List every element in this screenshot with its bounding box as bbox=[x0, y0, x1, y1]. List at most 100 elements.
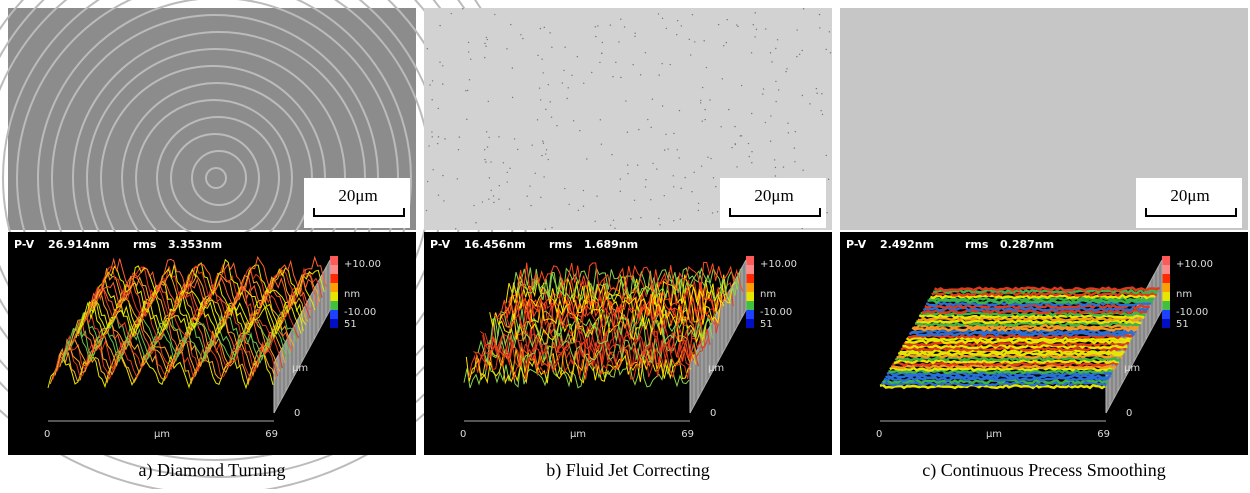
speck bbox=[539, 27, 542, 30]
speck bbox=[659, 224, 661, 226]
speck bbox=[818, 13, 821, 16]
speck bbox=[661, 62, 663, 65]
speck bbox=[737, 25, 739, 28]
speck bbox=[657, 13, 660, 15]
surface-line bbox=[517, 261, 744, 293]
speck bbox=[595, 35, 597, 38]
speck bbox=[437, 136, 440, 138]
y-axis-label: 0 bbox=[710, 408, 716, 419]
speck bbox=[736, 24, 738, 26]
speck bbox=[740, 135, 743, 137]
speck bbox=[520, 34, 522, 36]
speck bbox=[522, 37, 524, 40]
speck bbox=[736, 166, 738, 168]
speck bbox=[663, 149, 666, 151]
pv-value: 2.492nm bbox=[880, 238, 934, 251]
speck bbox=[639, 74, 642, 76]
speck bbox=[597, 25, 599, 27]
speck bbox=[825, 48, 827, 51]
surface-line bbox=[921, 308, 1148, 315]
speck bbox=[582, 205, 585, 207]
rms-label: rms bbox=[133, 238, 157, 251]
surface-line bbox=[480, 327, 706, 360]
colorbar-swatch bbox=[330, 301, 338, 310]
speck bbox=[513, 138, 516, 140]
speck bbox=[751, 112, 753, 115]
speck bbox=[467, 89, 469, 92]
colorbar-label: nm bbox=[760, 289, 776, 300]
speck bbox=[673, 186, 675, 188]
speck bbox=[755, 28, 758, 31]
speck bbox=[485, 131, 488, 133]
speck bbox=[591, 71, 593, 74]
speck bbox=[794, 130, 797, 133]
surface-line bbox=[487, 315, 713, 348]
speck bbox=[534, 172, 536, 175]
speck bbox=[793, 147, 796, 149]
speck bbox=[731, 146, 733, 149]
colorbar-swatch bbox=[330, 256, 338, 265]
colorbar-swatch bbox=[1162, 310, 1170, 319]
surface-line bbox=[900, 346, 1127, 352]
speck bbox=[689, 54, 692, 56]
speck bbox=[769, 52, 772, 54]
colorbar-label: +10.00 bbox=[344, 259, 381, 270]
colorbar-swatch bbox=[1162, 283, 1170, 292]
speck bbox=[563, 69, 565, 72]
surface-line bbox=[87, 280, 314, 318]
surface-line bbox=[922, 305, 1150, 312]
speck bbox=[431, 136, 433, 138]
colorbar-label: nm bbox=[344, 289, 360, 300]
speck bbox=[801, 227, 803, 230]
rms-value: 0.287nm bbox=[1000, 238, 1054, 251]
speck bbox=[679, 218, 682, 220]
speck bbox=[431, 131, 433, 133]
surface-line bbox=[82, 288, 309, 327]
speck bbox=[678, 157, 680, 159]
speck bbox=[771, 61, 773, 63]
speck bbox=[541, 154, 543, 157]
surface-line bbox=[916, 318, 1142, 325]
speck bbox=[432, 169, 434, 171]
speck bbox=[707, 156, 709, 158]
speck bbox=[638, 128, 640, 131]
surface-line bbox=[897, 351, 1124, 357]
speck bbox=[465, 90, 467, 92]
speck bbox=[691, 13, 694, 16]
rms-value: 1.689nm bbox=[584, 238, 638, 251]
speck bbox=[716, 211, 719, 213]
speck bbox=[531, 144, 533, 146]
x-axis-label: 0 bbox=[876, 429, 882, 440]
speck bbox=[545, 149, 548, 151]
speck bbox=[739, 135, 741, 137]
x-axis-label: μm bbox=[570, 429, 586, 440]
surface-line bbox=[891, 361, 1119, 367]
speck bbox=[665, 133, 667, 136]
speck bbox=[676, 33, 678, 36]
speck bbox=[442, 174, 444, 177]
speck bbox=[673, 132, 675, 135]
speck bbox=[609, 24, 612, 26]
y-axis-label: μm bbox=[292, 363, 308, 374]
speck bbox=[543, 26, 546, 29]
scale-bar bbox=[313, 208, 405, 217]
speck bbox=[425, 209, 428, 212]
rms-label: rms bbox=[549, 238, 573, 251]
surface-line bbox=[931, 290, 1158, 298]
speck bbox=[619, 190, 622, 193]
speck bbox=[774, 175, 777, 177]
speck bbox=[747, 142, 750, 145]
speck bbox=[787, 122, 789, 124]
surface-line bbox=[910, 328, 1137, 335]
surface-line bbox=[894, 356, 1121, 362]
x-axis-label: μm bbox=[154, 429, 170, 440]
speck bbox=[599, 119, 602, 121]
speck bbox=[699, 102, 702, 104]
speck bbox=[466, 118, 468, 121]
pv-value: 16.456nm bbox=[464, 238, 526, 251]
speck bbox=[762, 93, 764, 95]
speck bbox=[567, 87, 569, 89]
speck bbox=[740, 84, 743, 87]
speck bbox=[614, 227, 616, 230]
